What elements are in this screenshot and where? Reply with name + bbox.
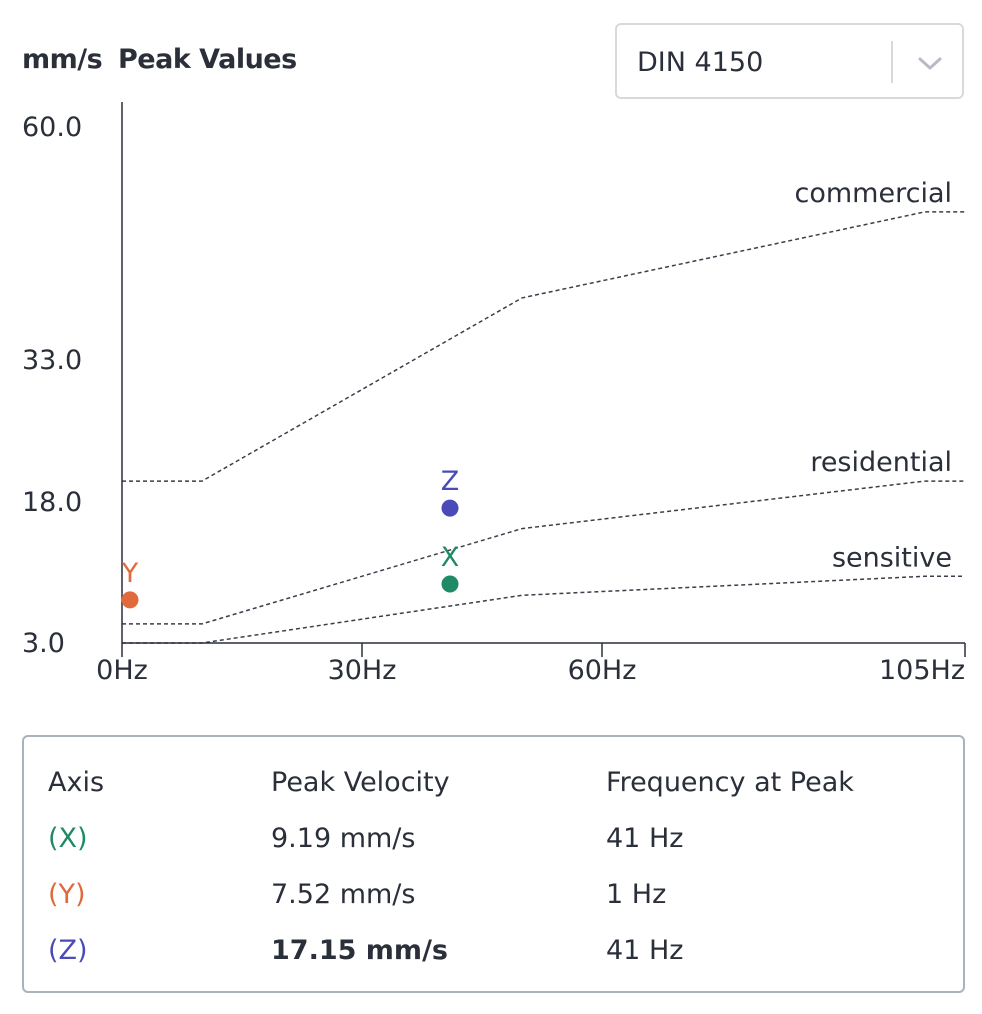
peak-point-label-z: Z bbox=[441, 466, 460, 497]
table-cell-axis-x: (X) bbox=[48, 823, 88, 854]
table-header-velocity: Peak Velocity bbox=[271, 767, 450, 798]
y-tick-label: 60.0 bbox=[22, 112, 82, 143]
peak-point-x bbox=[441, 575, 459, 593]
threshold-label-sensitive: sensitive bbox=[832, 542, 952, 573]
threshold-line-commercial bbox=[122, 211, 965, 482]
peak-point-y bbox=[121, 591, 139, 609]
table-header-frequency: Frequency at Peak bbox=[606, 767, 854, 798]
standard-select[interactable]: DIN 4150 bbox=[615, 23, 964, 99]
table-cell-frequency: 41 Hz bbox=[606, 935, 684, 966]
peak-point-z bbox=[441, 499, 459, 517]
peak-point-label-y: Y bbox=[121, 558, 139, 589]
y-tick-label: 18.0 bbox=[22, 487, 82, 518]
peak-values-chart: commercial residential sensitive 60.0 33.0… bbox=[22, 102, 966, 686]
peak-values-table: Axis Peak Velocity Frequency at Peak (X)… bbox=[22, 735, 965, 993]
y-tick-label: 3.0 bbox=[22, 628, 65, 659]
table-header-axis: Axis bbox=[48, 767, 105, 798]
table-cell-axis-y: (Y) bbox=[48, 879, 86, 910]
threshold-label-residential: residential bbox=[810, 447, 952, 478]
x-tick-label: 105Hz bbox=[879, 655, 965, 686]
chart-title: Peak Values bbox=[118, 44, 297, 75]
threshold-label-commercial: commercial bbox=[795, 178, 952, 209]
table-cell-frequency: 41 Hz bbox=[606, 823, 684, 854]
x-tick-label: 30Hz bbox=[328, 655, 397, 686]
select-divider bbox=[891, 41, 893, 83]
table-cell-velocity: 7.52 mm/s bbox=[271, 879, 416, 910]
threshold-line-sensitive bbox=[122, 575, 965, 644]
table-cell-frequency: 1 Hz bbox=[606, 879, 667, 910]
chevron-down-icon[interactable] bbox=[915, 51, 945, 75]
y-unit-label: mm/s bbox=[22, 44, 103, 75]
table-cell-velocity: 9.19 mm/s bbox=[271, 823, 416, 854]
x-tick-label: 60Hz bbox=[568, 655, 637, 686]
table-cell-velocity-max: 17.15 mm/s bbox=[271, 935, 449, 966]
x-tick-label: 0Hz bbox=[96, 655, 148, 686]
table-cell-axis-z: (Z) bbox=[48, 935, 88, 966]
threshold-line-residential bbox=[122, 480, 965, 625]
standard-select-value: DIN 4150 bbox=[637, 47, 764, 78]
y-tick-label: 33.0 bbox=[22, 345, 82, 376]
peak-point-label-x: X bbox=[441, 542, 460, 573]
